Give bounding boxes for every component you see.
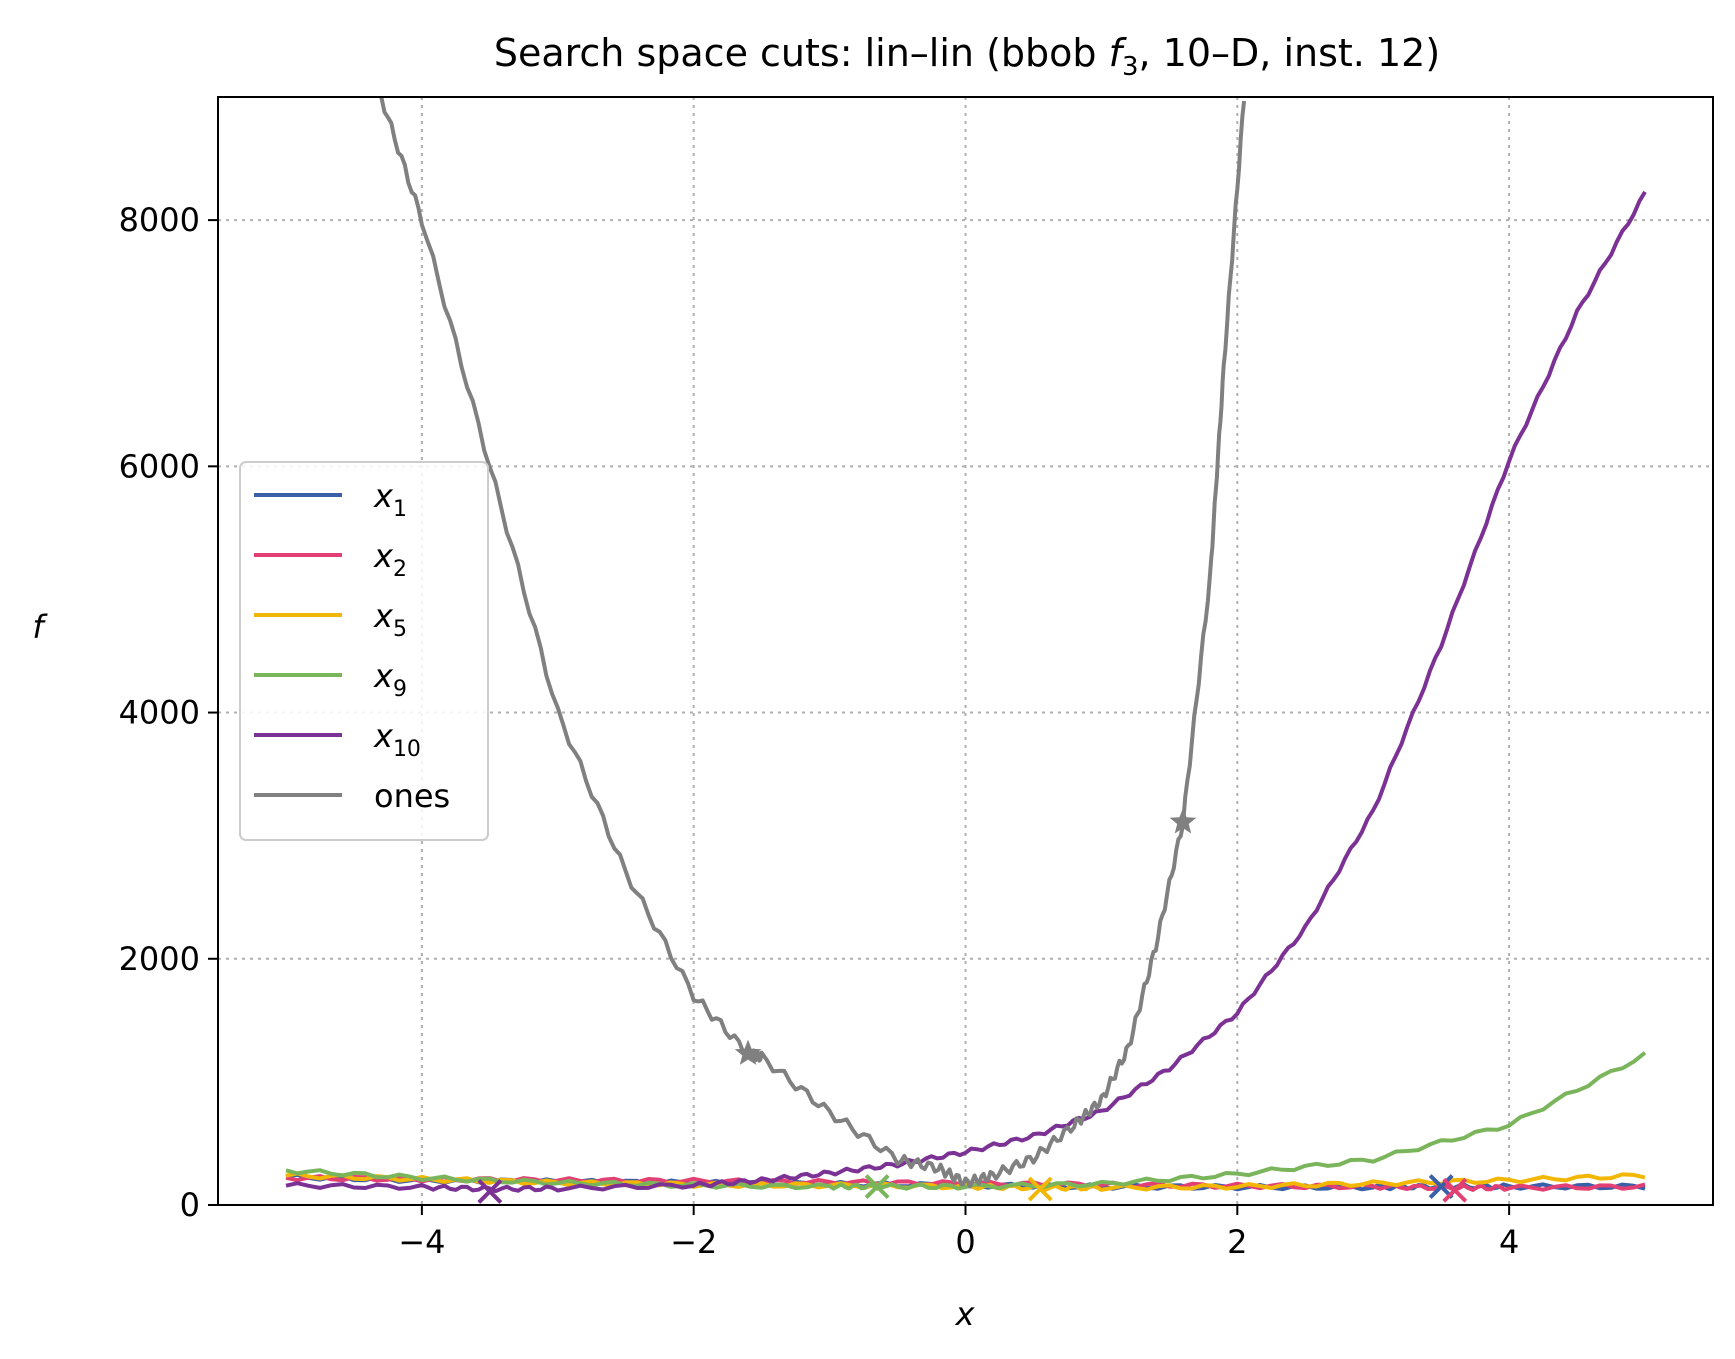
marker-stroke <box>1442 1177 1468 1203</box>
optimum-marker-x10 <box>477 1179 503 1204</box>
marker-stroke <box>1027 1176 1053 1202</box>
star-marker-ones <box>734 1039 762 1065</box>
legend-label-sub: 10 <box>393 737 421 762</box>
x-tick-label: −2 <box>670 1223 717 1261</box>
y-axis-ticks: 0 2000 4000 6000 8000 <box>119 201 218 1224</box>
legend-label-main: x <box>373 477 394 515</box>
y-tick-label: 0 <box>180 1186 200 1224</box>
legend-label-x10: x10 <box>373 717 421 762</box>
legend-label-sub: 5 <box>393 617 407 642</box>
marker-stroke <box>1428 1174 1454 1199</box>
marker-stroke <box>864 1174 890 1199</box>
legend-label-sub: 1 <box>393 497 407 522</box>
legend-label-x2: x2 <box>373 537 407 582</box>
x-tick-label: 0 <box>955 1223 975 1261</box>
legend-label-main: x <box>373 537 394 575</box>
optimum-marker-x5 <box>1027 1176 1053 1202</box>
series-line-ones <box>379 97 1247 1189</box>
legend-label-sub: 9 <box>393 677 407 702</box>
y-tick-label: 2000 <box>119 940 200 978</box>
optimum-marker-x9 <box>864 1174 890 1199</box>
legend-label-x1: x1 <box>373 477 407 522</box>
chart-title: Search space cuts: lin–lin (bbob f3, 10–… <box>494 31 1440 82</box>
legend-label-main: ones <box>374 777 450 815</box>
y-tick-label: 8000 <box>119 201 200 239</box>
legend-label-main: x <box>373 717 394 755</box>
marker-layer <box>477 808 1468 1204</box>
legend-box <box>239 461 489 841</box>
legend-label-ones: ones <box>374 777 450 815</box>
x-tick-label: 4 <box>1499 1223 1519 1261</box>
optimum-marker-x2 <box>1442 1177 1468 1203</box>
x-tick-label: −4 <box>398 1223 445 1261</box>
x-tick-label: 2 <box>1227 1223 1247 1261</box>
y-tick-label: 6000 <box>119 447 200 485</box>
legend-label-main: x <box>373 597 394 635</box>
series-line-x9 <box>285 1051 1647 1191</box>
legend-label-x9: x9 <box>373 657 407 702</box>
star-marker-ones <box>1169 808 1197 834</box>
series-layer <box>285 97 1647 1194</box>
x-axis-label: x <box>955 1295 976 1333</box>
legend-label-x5: x5 <box>373 597 407 642</box>
marker-stroke <box>477 1179 503 1204</box>
plot-area <box>285 97 1647 1204</box>
legend-label-main: x <box>373 657 394 695</box>
x-axis-ticks: −4 −2 0 2 4 <box>398 1205 1519 1261</box>
series-line-x10 <box>285 190 1647 1194</box>
legend-label-sub: 2 <box>393 557 407 582</box>
y-tick-label: 4000 <box>119 694 200 732</box>
